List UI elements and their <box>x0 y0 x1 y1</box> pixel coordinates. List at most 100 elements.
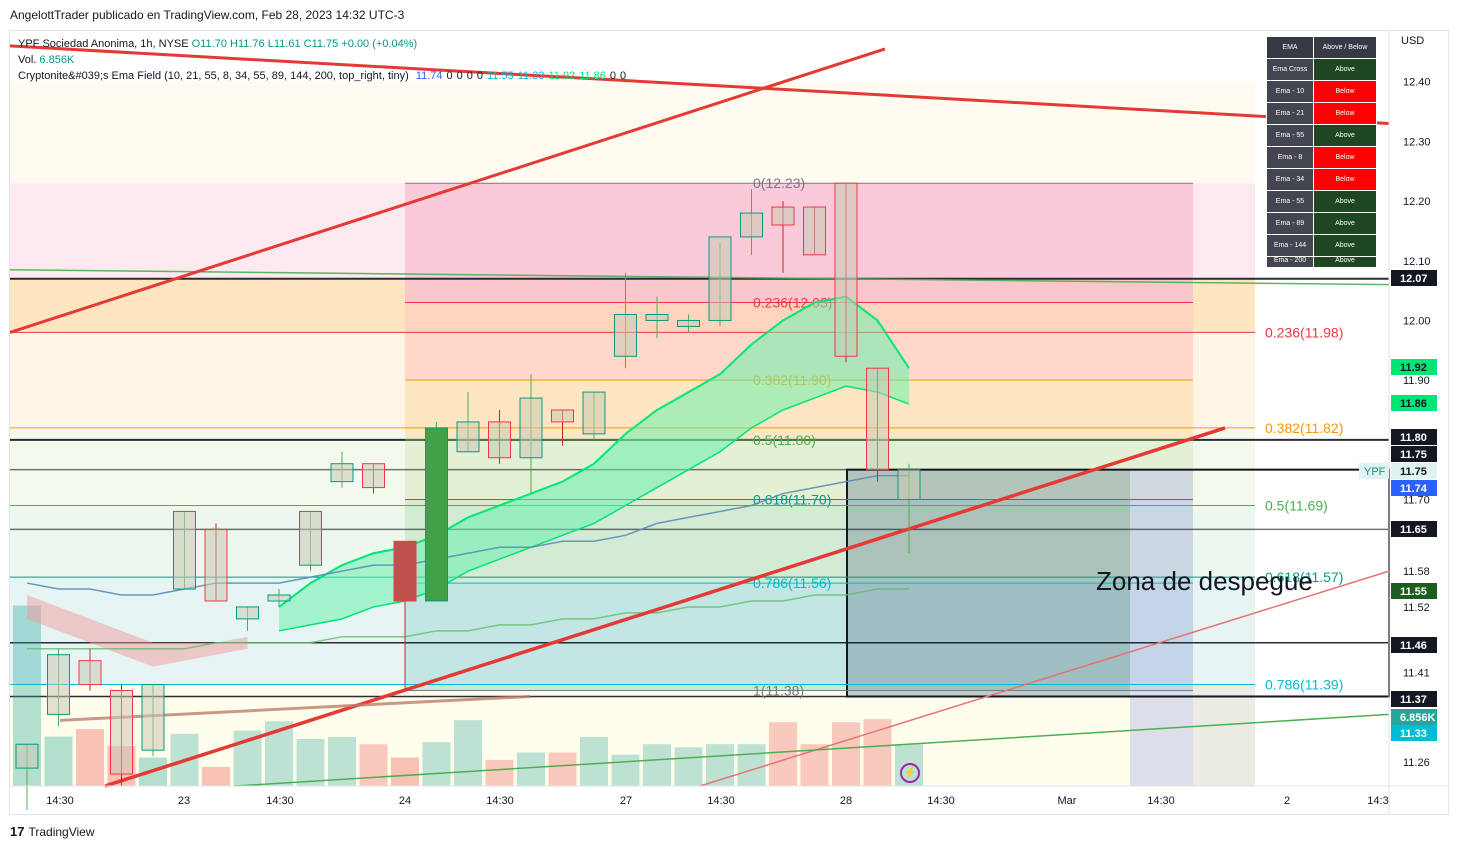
legend-indicator-row[interactable]: Cryptonite&#039;s Ema Field (10, 21, 55,… <box>18 68 626 84</box>
price-label-bg <box>1391 521 1437 537</box>
legend-volume-row[interactable]: Vol. 6.856K <box>18 52 626 68</box>
ema-name: Ema - 34 <box>1266 168 1314 191</box>
legend-low: L11.61 <box>267 38 301 50</box>
ema-table-row: Ema - 200 Above <box>1266 256 1377 268</box>
candle-body <box>488 421 511 459</box>
chart-legend: YPF Sociedad Anonima, 1h, NYSE O11.70 H1… <box>18 36 626 84</box>
ema-table-header: EMA <box>1266 36 1314 59</box>
candle-body <box>236 606 259 620</box>
ema-name: Ema Cross <box>1266 58 1314 81</box>
price-label-bg <box>1391 709 1437 725</box>
trendline-red-rising <box>9 47 886 334</box>
indicator-value: 0 <box>476 70 484 82</box>
indicator-value: 11.92 <box>548 70 576 82</box>
ema-state: Below <box>1313 80 1377 103</box>
legend-symbol: YPF Sociedad Anonima, 1h, NYSE <box>18 38 189 50</box>
ema-table-header: Above / Below <box>1313 36 1377 59</box>
zone-annotation[interactable]: Zona de despegue <box>1096 566 1313 596</box>
volume-bar <box>580 736 608 786</box>
indicator-value: 0 <box>456 70 463 82</box>
trendline-green-top <box>9 268 1390 286</box>
legend-indicator: Cryptonite&#039;s Ema Field (10, 21, 55,… <box>18 70 409 82</box>
zone-extension-grey <box>1193 684 1255 786</box>
indicator-value: 11.86 <box>579 70 606 82</box>
x-axis-tick: 14:3 <box>1367 795 1388 807</box>
trendline-red-falling <box>9 44 1390 126</box>
candle-body <box>456 421 480 453</box>
candle-body <box>173 510 196 590</box>
ema-state: Above <box>1313 234 1377 257</box>
candle-body <box>15 743 39 769</box>
legend-symbol-row[interactable]: YPF Sociedad Anonima, 1h, NYSE O11.70 H1… <box>18 36 626 52</box>
candle-body <box>110 690 133 775</box>
y-axis-tick: 12.30 <box>1403 136 1431 148</box>
candle-body <box>267 594 291 602</box>
trendline-green-bottom <box>234 713 1390 787</box>
legend-open: O11.70 <box>191 38 227 50</box>
y-axis-tick: 11.70 <box>1403 495 1430 507</box>
ema-table-row: Ema Cross Above <box>1266 58 1377 81</box>
ema-state: Above <box>1313 58 1377 81</box>
price-label: 11.80 <box>1400 432 1427 444</box>
legend-high: H11.76 <box>230 38 265 50</box>
volume-bar <box>548 752 577 786</box>
candle-body <box>393 540 417 602</box>
x-axis-tick: 27 <box>620 795 632 807</box>
volume-bar <box>643 744 671 786</box>
y-axis-tick: 12.10 <box>1403 256 1431 268</box>
legend-change: +0.00 (+0.04%) <box>341 38 418 50</box>
volume-bar <box>611 754 640 786</box>
price-label-bg <box>1391 395 1437 411</box>
y-axis-tick: 12.20 <box>1403 196 1431 208</box>
indicator-value: 0 <box>609 70 617 82</box>
candle-body <box>614 313 637 357</box>
candle-body <box>834 182 858 357</box>
lightning-icon[interactable]: ⚡ <box>900 763 920 783</box>
y-axis-tick: 12.40 <box>1403 77 1431 89</box>
volume-bar <box>769 722 797 786</box>
fib-label-right: 0.618(11.57) <box>1265 569 1343 585</box>
candle-body <box>204 528 228 602</box>
price-label: 11.75 <box>1400 449 1427 461</box>
ema-name: Ema - 55 <box>1266 124 1314 147</box>
price-label-bg <box>1391 691 1437 707</box>
ema-table-row: Ema - 21 Below <box>1266 102 1377 125</box>
price-label-bg <box>1391 725 1437 741</box>
candle-body <box>866 367 889 471</box>
ema-state: Below <box>1313 102 1377 125</box>
ema-name: Ema - 144 <box>1266 234 1314 257</box>
x-axis-tick: 28 <box>840 795 852 807</box>
tradingview-logo[interactable]: 17 TradingView <box>10 824 95 839</box>
y-axis-tick: 12.00 <box>1403 315 1431 327</box>
volume-bar <box>454 720 482 786</box>
volume-bar <box>832 722 860 786</box>
ema-blue-line <box>26 474 909 596</box>
ema-state: Below <box>1313 146 1377 169</box>
volume-bar <box>76 729 104 786</box>
candle-body <box>582 391 606 435</box>
candle-body <box>299 510 322 566</box>
x-axis-tick: 24 <box>399 795 411 807</box>
ema-name: Ema - 21 <box>1266 102 1314 125</box>
ema-table-row: Ema - 55 Above <box>1266 124 1377 147</box>
volume-bar <box>485 759 514 786</box>
x-axis-tick: 14:30 <box>927 795 955 807</box>
fib-label-right: 0.5(11.69) <box>1265 497 1328 513</box>
price-label-bg <box>1391 637 1437 653</box>
price-label-bg <box>1391 270 1437 286</box>
ema-slow-line <box>278 385 910 632</box>
price-label: 12.07 <box>1400 273 1428 285</box>
volume-bar <box>44 736 73 786</box>
candle-body <box>78 660 102 686</box>
ema-name: Ema - 89 <box>1266 212 1314 235</box>
candle-body <box>551 409 574 423</box>
ema-table-row: Ema - 34 Below <box>1266 168 1377 191</box>
fib-label-left: 1(11.38) <box>753 683 804 699</box>
ema-state: Above <box>1313 190 1377 213</box>
fib-label-right: 0.382(11.82) <box>1265 420 1343 436</box>
ema-fast-line <box>278 295 910 608</box>
ema-table-row: Ema - 55 Above <box>1266 190 1377 213</box>
volume-bar <box>202 767 230 786</box>
price-label: 11.55 <box>1400 586 1427 598</box>
